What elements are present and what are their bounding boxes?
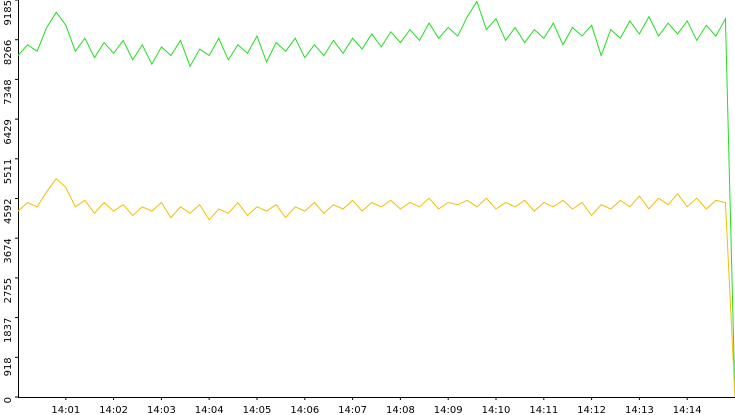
- series-line: [17, 177, 735, 398]
- x-tick-label: 14:07: [338, 405, 367, 415]
- y-tick-label: 0: [3, 397, 14, 403]
- x-tick-label: 14:14: [673, 405, 702, 415]
- x-tick-label: 14:10: [482, 405, 511, 415]
- y-tick-label: 918: [3, 357, 14, 376]
- x-tick-label: 14:11: [529, 405, 558, 415]
- y-tick-label: 9185: [3, 0, 14, 25]
- x-tick-label: 14:13: [625, 405, 654, 415]
- x-tick-label: 14:02: [99, 405, 128, 415]
- y-tick-label: 4592: [3, 199, 14, 224]
- y-tick-label: 6429: [3, 119, 14, 144]
- x-tick-label: 14:01: [51, 405, 80, 415]
- y-tick-label: 5511: [3, 159, 14, 184]
- x-tick-label: 14:12: [577, 405, 606, 415]
- y-tick-label: 8266: [3, 40, 14, 65]
- y-tick-label: 7348: [3, 79, 14, 104]
- x-tick-label: 14:09: [434, 405, 463, 415]
- x-tick-label: 14:08: [386, 405, 415, 415]
- series-line: [17, 0, 735, 398]
- y-tick-label: 2755: [3, 278, 14, 303]
- x-tick-label: 14:04: [195, 405, 224, 415]
- x-tick-label: 14:03: [147, 405, 176, 415]
- x-tick-label: 14:06: [290, 405, 319, 415]
- x-tick-label: 14:05: [243, 405, 272, 415]
- y-tick-label: 1837: [3, 318, 14, 343]
- y-tick-label: 3674: [3, 238, 14, 263]
